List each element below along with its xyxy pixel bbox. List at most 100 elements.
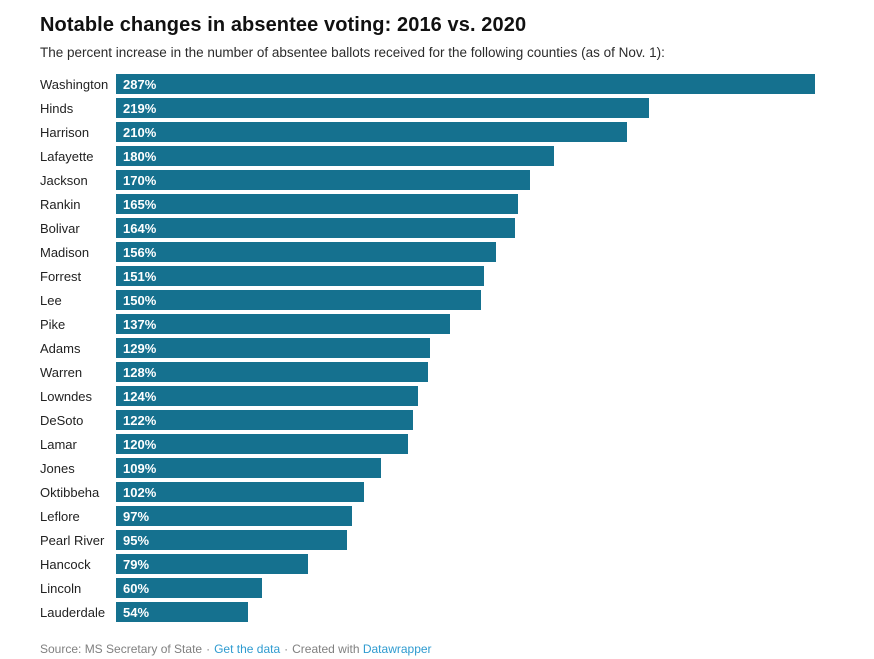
bar-track: 122% [116, 410, 815, 430]
chart-subtitle: The percent increase in the number of ab… [40, 45, 665, 60]
bar-track: 109% [116, 458, 815, 478]
bar-track: 97% [116, 506, 815, 526]
county-label: Lafayette [40, 148, 94, 164]
county-label: Forrest [40, 268, 82, 284]
county-label: Warren [40, 364, 83, 380]
bar[interactable]: 180% [116, 146, 555, 166]
bar-row: Lowndes 124% [40, 384, 815, 408]
bar[interactable]: 102% [116, 482, 365, 502]
bar[interactable]: 210% [116, 122, 628, 142]
bar-row: Lee 150% [40, 288, 815, 312]
county-label: Lauderdale [40, 604, 106, 620]
bar[interactable]: 97% [116, 506, 353, 526]
bar-row: Madison 156% [40, 240, 815, 264]
bar-track: 54% [116, 602, 815, 622]
bar-track: 150% [116, 290, 815, 310]
bar-track: 210% [116, 122, 815, 142]
bar[interactable]: 219% [116, 98, 650, 118]
county-label: Lee [40, 292, 62, 308]
bar-track: 120% [116, 434, 815, 454]
bar[interactable]: 165% [116, 194, 518, 214]
bar-value-label: 164% [123, 220, 157, 236]
county-label: Jones [40, 460, 75, 476]
bar-value-label: 97% [123, 508, 150, 524]
bar[interactable]: 60% [116, 578, 263, 598]
bar-row: Forrest 151% [40, 264, 815, 288]
bar-row: Hancock 79% [40, 552, 815, 576]
county-label: Lowndes [40, 388, 93, 404]
county-label: Pike [40, 316, 66, 332]
bar-row: Bolivar 164% [40, 216, 815, 240]
bar[interactable]: 287% [116, 74, 815, 94]
bar-track: 129% [116, 338, 815, 358]
bar[interactable]: 156% [116, 242, 496, 262]
bar-track: 156% [116, 242, 815, 262]
county-label: Hinds [40, 100, 74, 116]
bar[interactable]: 122% [116, 410, 414, 430]
county-label: Bolivar [40, 220, 80, 236]
footer: Source: MS Secretary of State · Get the da… [0, 641, 874, 657]
bar-value-label: 180% [123, 148, 157, 164]
county-label: Rankin [40, 196, 81, 212]
bar-row: Leflore 97% [40, 504, 815, 528]
county-label: Oktibbeha [40, 484, 100, 500]
bar-value-label: 128% [123, 364, 157, 380]
bar-value-label: 150% [123, 292, 157, 308]
bar[interactable]: 124% [116, 386, 418, 406]
bar[interactable]: 129% [116, 338, 431, 358]
bar[interactable]: 120% [116, 434, 409, 454]
bar-value-label: 210% [123, 124, 157, 140]
bar-row: Washington 287% [40, 72, 815, 96]
bar[interactable]: 170% [116, 170, 531, 190]
bar-row: Lincoln 60% [40, 576, 815, 600]
bar[interactable]: 164% [116, 218, 516, 238]
bar-row: Pike 137% [40, 312, 815, 336]
bar-value-label: 124% [123, 388, 157, 404]
bar[interactable]: 95% [116, 530, 348, 550]
bar-track: 219% [116, 98, 815, 118]
bar[interactable]: 54% [116, 602, 248, 622]
bar-row: Adams 129% [40, 336, 815, 360]
bar-track: 102% [116, 482, 815, 502]
bar-row: Rankin 165% [40, 192, 815, 216]
bar-value-label: 54% [123, 604, 150, 620]
bar[interactable]: 137% [116, 314, 450, 334]
created-with-text: Created with [292, 642, 360, 656]
county-label: Leflore [40, 508, 80, 524]
bar-row: Jones 109% [40, 456, 815, 480]
county-label: Hancock [40, 556, 91, 572]
bar[interactable]: 109% [116, 458, 382, 478]
bar-track: 287% [116, 74, 815, 94]
bar-value-label: 219% [123, 100, 157, 116]
bar-row: DeSoto 122% [40, 408, 815, 432]
get-the-data-link[interactable]: Get the data [214, 642, 281, 656]
separator-dot: · [206, 642, 211, 656]
bar-value-label: 165% [123, 196, 157, 212]
bar[interactable]: 79% [116, 554, 309, 574]
separator-dot: · [284, 642, 289, 656]
bar-value-label: 129% [123, 340, 157, 356]
county-label: Lamar [40, 436, 77, 452]
bar-value-label: 120% [123, 436, 157, 452]
bar-track: 124% [116, 386, 815, 406]
bar[interactable]: 128% [116, 362, 428, 382]
bar-value-label: 60% [123, 580, 150, 596]
bar-track: 151% [116, 266, 815, 286]
bar-value-label: 79% [123, 556, 150, 572]
bar-row: Lamar 120% [40, 432, 815, 456]
county-label: Washington [40, 76, 109, 92]
datawrapper-link[interactable]: Datawrapper [362, 642, 432, 656]
county-label: Lincoln [40, 580, 82, 596]
bar-value-label: 95% [123, 532, 150, 548]
bar-track: 164% [116, 218, 815, 238]
bar-track: 165% [116, 194, 815, 214]
bar-track: 128% [116, 362, 815, 382]
bar-row: Harrison 210% [40, 120, 815, 144]
bar-row: Warren 128% [40, 360, 815, 384]
bar-value-label: 137% [123, 316, 157, 332]
bar-track: 180% [116, 146, 815, 166]
bar[interactable]: 151% [116, 266, 484, 286]
county-label: Harrison [40, 124, 90, 140]
bar[interactable]: 150% [116, 290, 482, 310]
bar-value-label: 170% [123, 172, 157, 188]
